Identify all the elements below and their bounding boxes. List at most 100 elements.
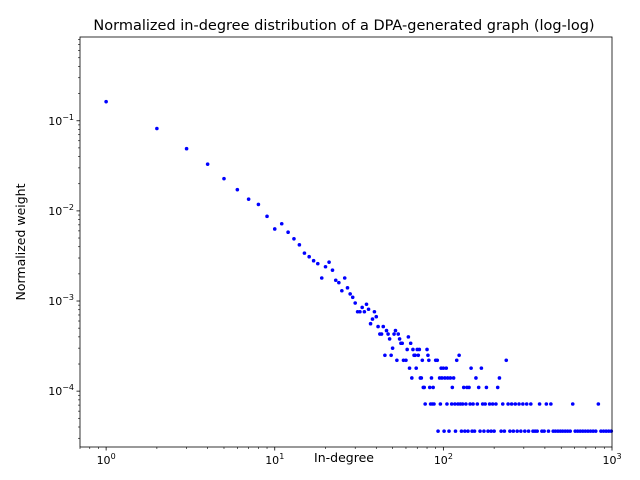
data-point (553, 429, 558, 433)
data-point (490, 402, 495, 406)
chart-title: Normalized in-degree distribution of a D… (93, 18, 594, 34)
data-point (411, 347, 415, 352)
x-tick-label: 100 (97, 452, 116, 467)
x-tick-label: 103 (602, 452, 621, 467)
data-point (405, 347, 409, 352)
data-point (444, 366, 449, 370)
data-point (460, 402, 465, 406)
data-point (401, 358, 406, 363)
data-point (454, 358, 459, 363)
x-tick-label: 101 (265, 452, 284, 467)
data-point (578, 429, 583, 433)
data-point (544, 402, 549, 406)
data-point (583, 429, 588, 433)
data-point (395, 358, 399, 363)
data-point (358, 309, 362, 314)
data-point (489, 429, 493, 433)
data-point (406, 335, 411, 339)
data-point (384, 328, 389, 333)
data-point (379, 332, 384, 336)
data-point (440, 376, 444, 380)
data-point (535, 429, 539, 433)
data-point (323, 264, 328, 269)
data-point (445, 376, 450, 380)
data-point (606, 429, 611, 433)
data-point (414, 366, 419, 370)
data-point (205, 162, 210, 166)
data-point (392, 332, 396, 336)
data-point (417, 347, 422, 352)
data-point (246, 197, 251, 201)
data-point (472, 429, 477, 433)
data-point (390, 346, 395, 350)
data-point (429, 376, 434, 380)
data-point (565, 429, 570, 433)
data-point (457, 353, 461, 358)
data-point (256, 202, 261, 207)
data-point (286, 230, 290, 235)
data-point (372, 309, 377, 314)
data-point (297, 243, 302, 247)
data-point (461, 385, 466, 390)
data-point (515, 429, 519, 433)
data-point (513, 402, 518, 406)
data-point (104, 99, 108, 104)
data-point (360, 305, 364, 310)
data-point (521, 402, 525, 406)
data-point (396, 332, 401, 336)
data-point (471, 402, 475, 406)
data-point (486, 429, 490, 433)
data-point (442, 429, 446, 433)
data-point (387, 337, 392, 341)
data-point (604, 429, 608, 433)
data-point (345, 286, 350, 290)
data-point (524, 402, 529, 406)
data-point (374, 314, 379, 319)
data-point (333, 278, 338, 283)
data-point (348, 292, 352, 296)
data-point (337, 280, 341, 285)
data-point (420, 358, 425, 363)
data-point (340, 288, 344, 293)
data-point (381, 324, 386, 329)
data-point (537, 402, 542, 406)
data-point (478, 429, 482, 433)
data-point (508, 429, 512, 433)
x-tick-label: 102 (434, 452, 453, 467)
data-point (588, 429, 593, 433)
y-tick-label: 10−3 (48, 293, 74, 308)
x-axis-label: In-degree (314, 450, 374, 465)
data-point (447, 429, 451, 433)
y-tick-label: 10−1 (48, 113, 74, 128)
data-point (475, 402, 480, 406)
data-point (235, 187, 240, 192)
data-point (155, 126, 159, 131)
data-point (389, 353, 393, 358)
data-point (599, 429, 603, 433)
data-point (482, 429, 486, 433)
data-point (504, 358, 509, 363)
data-point (419, 376, 424, 380)
data-point (573, 429, 577, 433)
data-point (497, 376, 502, 380)
data-point (445, 402, 449, 406)
data-point (408, 341, 413, 346)
data-point (479, 366, 484, 370)
data-point (435, 358, 440, 363)
data-point (453, 402, 457, 406)
data-point (509, 402, 514, 406)
data-point (459, 429, 464, 433)
data-point (272, 227, 277, 231)
data-point (480, 402, 485, 406)
data-point (438, 402, 443, 406)
data-point (517, 402, 521, 406)
data-point (449, 402, 454, 406)
data-point (466, 429, 470, 433)
data-point (353, 301, 358, 305)
data-point (327, 260, 331, 264)
data-point (580, 429, 585, 433)
data-point (342, 276, 347, 280)
data-point (591, 429, 595, 433)
data-point (383, 353, 387, 358)
